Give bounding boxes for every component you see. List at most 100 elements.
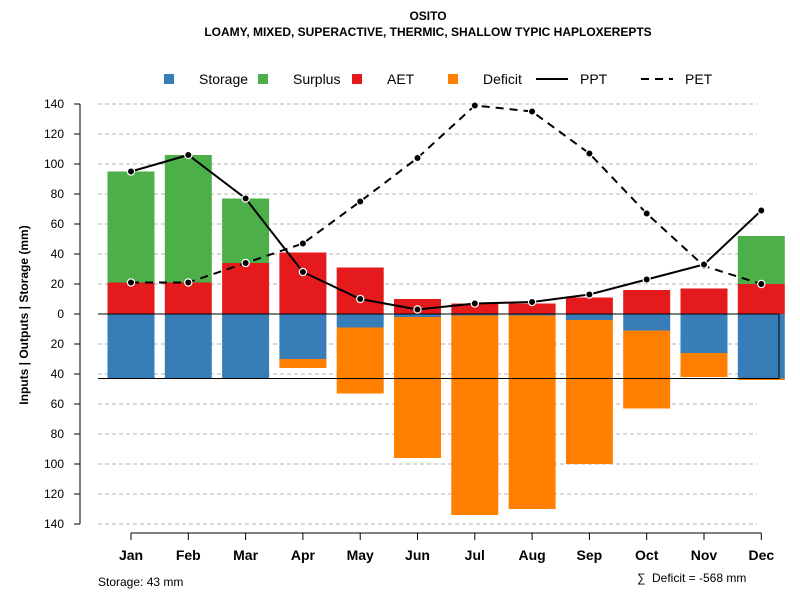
pet-point [527,107,537,116]
aet-bar [222,263,270,314]
legend-label: Surplus [293,71,340,87]
legend-swatch [164,74,174,84]
y-tick-label: 80 [51,187,65,201]
axes: 140 120 100 80 60 40 20 0 20 40 60 80 100 120 140 Jan Fe… [44,97,774,563]
deficit-bar [451,315,499,515]
legend-label: Deficit [483,71,522,87]
chart-subtitle: LOAMY, MIXED, SUPERACTIVE, THERMIC, SHAL… [204,25,651,39]
legend-label: PET [685,71,713,87]
deficit-bar [279,359,327,368]
legend-swatch [448,74,458,84]
y-tick-label: 100 [44,457,64,471]
y-tick-label: 120 [44,487,64,501]
x-tick-label: Aug [518,547,545,563]
pet-point [241,258,250,268]
ppt-point [298,267,308,277]
storage-bar [508,314,556,316]
pet-point [642,209,651,218]
storage-annotation: Storage: 43 mm [98,575,183,589]
x-tick-label: Dec [748,547,774,563]
deficit-bar [623,330,671,409]
storage-bar [279,314,327,359]
storage-bar [623,314,671,331]
deficit-sum-symbol: ∑ [637,571,646,585]
x-tick-label: Oct [635,547,659,563]
storage-bar [451,314,499,316]
storage-bar [336,314,384,328]
ppt-point [642,275,651,284]
ppt-point [241,194,250,203]
legend-swatch [352,74,362,84]
y-tick-label: 140 [44,97,64,111]
surplus-bar [164,155,212,283]
storage-bar [680,314,728,353]
pet-point [585,149,594,158]
surplus-bar [222,198,270,263]
x-tick-label: Jan [119,547,143,563]
ppt-point [699,260,709,269]
y-tick-label: 100 [44,157,64,171]
pet-point [184,278,193,287]
pet-point [470,101,479,110]
y-tick-label: 20 [51,337,65,351]
legend-swatch [258,74,268,84]
deficit-bar [737,378,785,380]
ppt-point [184,150,193,160]
x-tick-label: Apr [291,547,316,563]
deficit-bar [394,317,441,458]
surplus-bar [737,236,785,284]
pet-point [126,278,136,287]
pet-point [298,239,308,248]
legend: Storage Surplus AET Deficit PPT PET [164,71,713,87]
aet-bar [107,282,155,314]
y-tick-label: 0 [57,307,64,321]
deficit-bar [336,327,384,394]
ppt-point [126,167,136,176]
aet-bar [279,252,327,314]
storage-bar [222,314,270,379]
bars [107,155,785,515]
y-tick-label: 140 [44,517,64,531]
series-lines [126,101,766,314]
reference-lines [98,313,780,379]
x-tick-label: Mar [233,547,258,563]
ppt-point [356,294,365,304]
aet-bar [508,303,556,314]
ppt-point [527,297,537,307]
x-tick-label: Nov [691,547,718,563]
deficit-annotation: Deficit = -568 mm [652,571,746,585]
y-axis-label: Inputs | Outputs | Storage (mm) [17,225,31,404]
aet-bar [164,282,212,314]
storage-bar [107,314,155,379]
aet-bar [451,303,499,314]
deficit-bar [565,320,613,464]
storage-bar [737,314,785,379]
ppt-point [413,305,422,314]
y-tick-label: 120 [44,127,64,141]
x-tick-label: Jun [405,547,430,563]
surplus-bar [107,171,155,283]
aet-bar [623,290,671,314]
y-tick-label: 20 [51,277,65,291]
x-tick-label: Jul [465,547,485,563]
ppt-point [757,206,766,215]
x-tick-label: May [347,547,374,563]
deficit-bar [508,315,556,509]
y-tick-label: 40 [51,247,65,261]
pet-point [356,197,365,206]
y-tick-label: 80 [51,427,65,441]
pet-line [131,104,762,285]
y-tick-label: 60 [51,397,65,411]
x-tick-label: Sep [577,547,603,563]
aet-bar [680,288,728,314]
x-tick-label: Feb [176,547,201,563]
storage-bar [164,314,212,379]
storage-bar [394,314,441,317]
ppt-point [585,290,594,299]
chart-title: OSITO [409,9,446,23]
pet-point [757,279,766,289]
legend-label: PPT [580,71,608,87]
ppt-point [470,299,479,308]
ppt-line [130,153,762,311]
